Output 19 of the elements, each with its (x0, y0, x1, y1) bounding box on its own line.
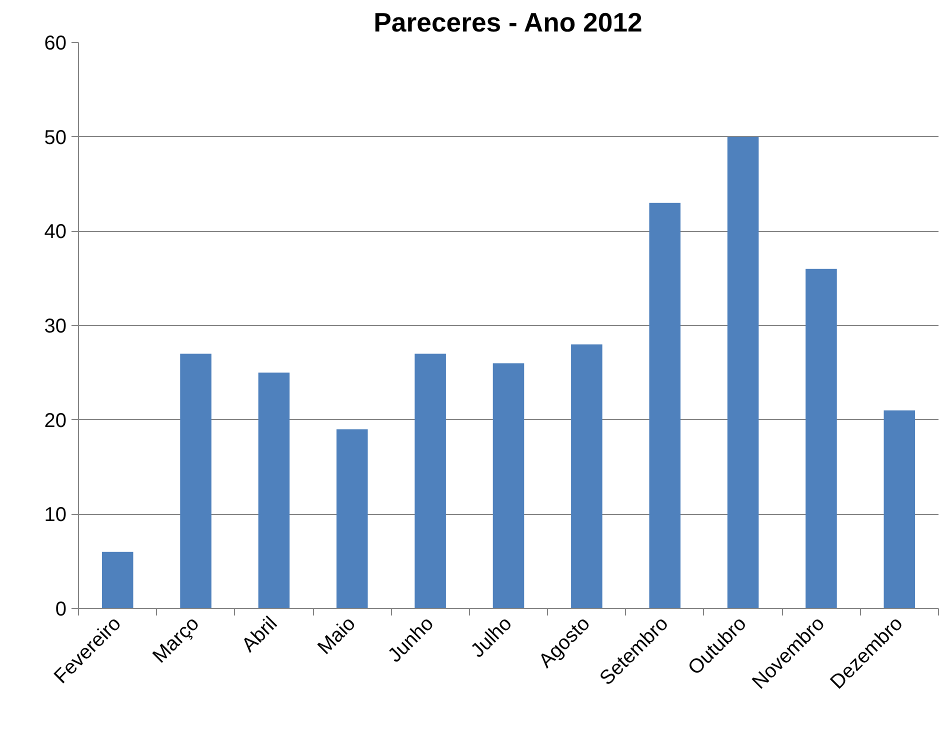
y-tick-label: 40 (44, 221, 67, 244)
chart-title: Pareceres - Ano 2012 (374, 8, 642, 38)
bar (414, 354, 446, 608)
y-tick-label: 60 (44, 32, 67, 54)
bar (571, 344, 602, 608)
bar (492, 363, 524, 608)
y-tick-label: 20 (44, 410, 67, 432)
y-tick-label: 10 (44, 504, 67, 526)
y-tick-label: 30 (44, 316, 67, 338)
y-tick-label: 50 (44, 126, 67, 149)
bar (884, 410, 916, 608)
y-tick-label: 0 (55, 598, 66, 620)
bar (336, 429, 368, 608)
bar (649, 202, 680, 608)
bar (806, 268, 837, 608)
bar (102, 552, 134, 608)
bar (180, 354, 212, 608)
bar (258, 372, 290, 608)
bar (727, 136, 759, 608)
